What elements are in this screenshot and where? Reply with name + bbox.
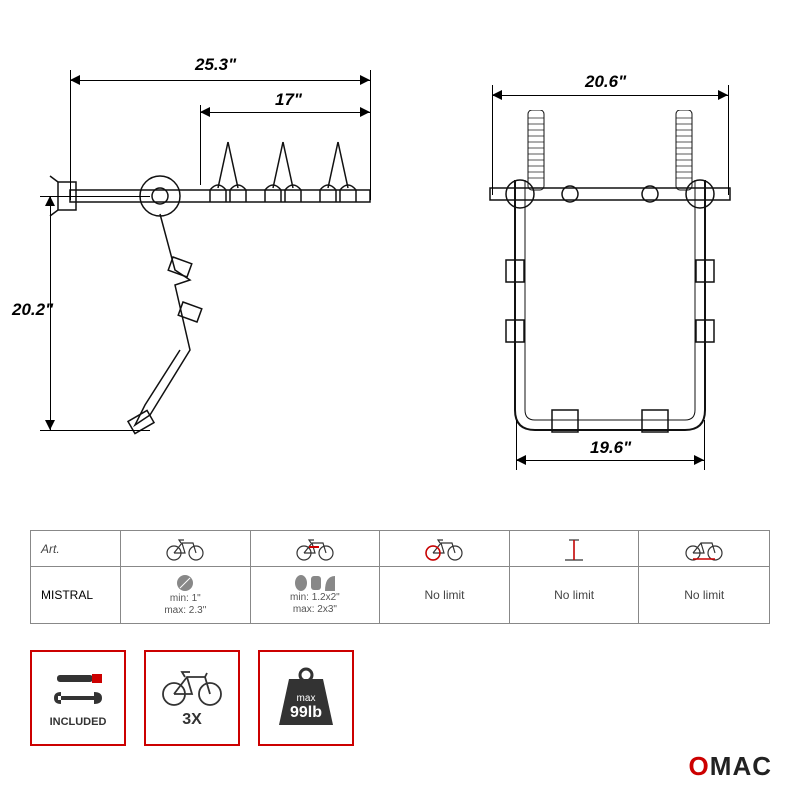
col-wheel-icon [380,531,510,567]
spec-table: Art. MISTRAL min: 1"max: 2.3" min: 1.2x2… [30,530,770,624]
weight-box: max 99lb [258,650,354,746]
wheel-spec: No limit [380,567,510,623]
front-view-diagram [470,110,770,470]
frame-spec: min: 1.2x2"max: 2x3" [251,567,381,623]
svg-text:99lb: 99lb [290,704,322,721]
dim-front-bottom: 19.6" [590,438,631,458]
tube-spec: min: 1"max: 2.3" [121,567,251,623]
dim-side-inner: 17" [275,90,302,110]
bike-count-box: 3X [144,650,240,746]
brand-logo: OMAC [689,751,772,782]
col-bike-icon [121,531,251,567]
dim-front-top: 20.6" [585,72,626,92]
tools-icon [48,668,108,712]
side-view-diagram [40,120,410,460]
bike-count-label: 3X [182,711,202,729]
col-frame-icon [251,531,381,567]
height-spec: No limit [510,567,640,623]
dim-side-width: 25.3" [195,55,236,75]
bike-icon [160,667,224,707]
art-header: Art. [31,531,121,567]
product-name: MISTRAL [31,567,121,623]
included-tools-box: INCLUDED [30,650,126,746]
col-height-icon [510,531,640,567]
weight-icon: max 99lb [271,663,341,733]
dim-side-height: 20.2" [12,300,53,320]
wheelbase-spec: No limit [639,567,769,623]
col-wheelbase-icon [639,531,769,567]
included-label: INCLUDED [50,716,107,728]
svg-text:max: max [297,693,316,704]
